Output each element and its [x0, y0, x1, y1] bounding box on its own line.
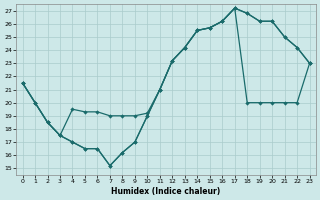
- X-axis label: Humidex (Indice chaleur): Humidex (Indice chaleur): [111, 187, 221, 196]
